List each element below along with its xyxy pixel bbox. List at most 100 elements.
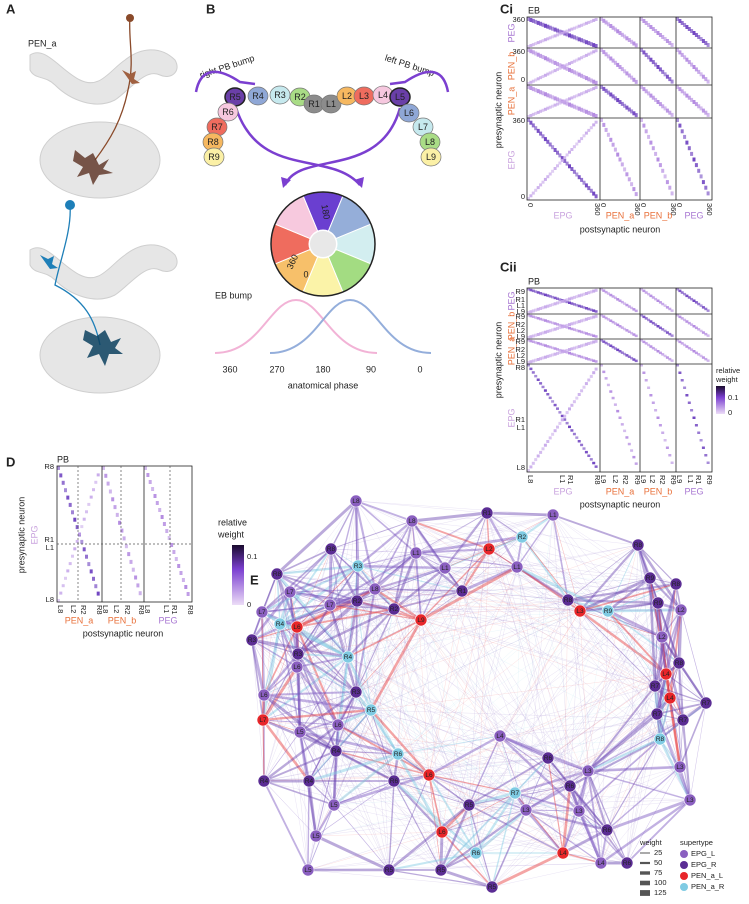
matrix-cell <box>565 66 569 71</box>
edge <box>308 780 442 871</box>
edge <box>289 591 549 759</box>
edge <box>428 713 658 776</box>
node-label: L1 <box>513 564 521 571</box>
matrix-cell <box>565 348 569 352</box>
matrix-cell <box>575 396 579 400</box>
edge <box>355 500 488 514</box>
edge <box>444 567 569 601</box>
y-tick: R2 <box>515 345 525 354</box>
edge <box>420 544 639 621</box>
matrix-cell <box>589 316 593 320</box>
matrix-cell <box>678 371 682 374</box>
edge <box>263 590 463 696</box>
matrix-cell <box>539 90 543 95</box>
edge <box>420 619 656 687</box>
matrix-cell <box>634 334 638 338</box>
matrix-cell <box>587 110 591 115</box>
edge <box>569 785 608 831</box>
matrix-cell <box>82 517 86 521</box>
node-label: L2 <box>485 546 493 553</box>
matrix-cell <box>584 307 588 310</box>
edge <box>636 544 664 638</box>
matrix-cell <box>663 174 667 179</box>
matrix-cell <box>531 43 535 47</box>
node-label: L7 <box>286 589 294 596</box>
matrix-cell <box>609 92 613 97</box>
matrix-cell <box>548 105 552 109</box>
matrix-cell <box>556 348 559 351</box>
matrix-cell <box>620 32 624 37</box>
matrix-cell <box>580 305 584 308</box>
node-label: R5 <box>437 867 446 874</box>
matrix-cell <box>606 292 610 295</box>
edge <box>335 749 395 783</box>
matrix-cell <box>539 131 543 136</box>
matrix-cell <box>527 336 530 339</box>
matrix-cell <box>697 104 701 109</box>
edge <box>499 609 682 737</box>
matrix-cell <box>543 38 547 42</box>
panel-a: A PEN_a <box>6 1 178 394</box>
edge <box>299 731 442 871</box>
edge <box>525 809 564 854</box>
edge <box>525 713 658 811</box>
matrix-cell <box>61 584 65 588</box>
edge <box>296 565 359 628</box>
matrix-cell <box>582 318 586 322</box>
edge <box>579 610 667 675</box>
matrix-cell <box>706 309 710 312</box>
phase-tick: 90 <box>366 364 376 374</box>
node-label: R6 <box>603 827 612 834</box>
matrix-cell <box>570 69 574 74</box>
edge <box>411 520 430 776</box>
matrix-cell <box>676 85 679 89</box>
edge <box>567 599 691 801</box>
edge <box>607 610 661 740</box>
edge <box>516 566 658 715</box>
matrix-cell <box>620 162 624 167</box>
matrix-cell <box>146 473 150 477</box>
edge <box>441 702 707 833</box>
matrix-cell <box>692 416 696 419</box>
edge <box>468 735 501 806</box>
edge <box>397 544 639 755</box>
matrix-cell <box>548 303 552 307</box>
edge <box>289 591 609 612</box>
edge <box>347 656 564 854</box>
edge <box>488 548 682 611</box>
matrix-cell <box>701 306 705 309</box>
node-label: L8 <box>371 586 379 593</box>
edge <box>649 577 682 611</box>
x-tick: R1 <box>566 475 575 485</box>
matrix-cell <box>690 297 694 301</box>
edge <box>568 785 603 864</box>
edge <box>637 544 677 585</box>
matrix-cell <box>531 334 535 338</box>
matrix-cell <box>611 142 615 147</box>
node-label: R4 <box>260 778 269 785</box>
edge <box>357 565 677 585</box>
x-tick: L1 <box>162 605 171 613</box>
x-tick: 360 <box>633 203 642 216</box>
edge <box>659 697 671 740</box>
matrix-cell <box>565 326 569 329</box>
matrix-cell <box>685 140 689 145</box>
projection-arrow <box>234 107 361 186</box>
matrix-cell <box>546 304 550 308</box>
matrix-cell <box>558 300 562 304</box>
matrix-cell <box>572 59 576 63</box>
node <box>563 779 577 793</box>
soma <box>65 200 75 210</box>
edge <box>516 566 602 864</box>
matrix-cell <box>534 308 538 312</box>
edge <box>315 567 446 837</box>
edge <box>561 785 572 854</box>
edge <box>415 552 443 833</box>
edge <box>397 590 463 755</box>
edge <box>329 604 470 806</box>
node-label: R8 <box>564 597 573 604</box>
edge <box>525 757 549 811</box>
edge <box>428 774 580 812</box>
x-tick: L1 <box>686 475 695 483</box>
matrix-cell <box>694 163 698 168</box>
